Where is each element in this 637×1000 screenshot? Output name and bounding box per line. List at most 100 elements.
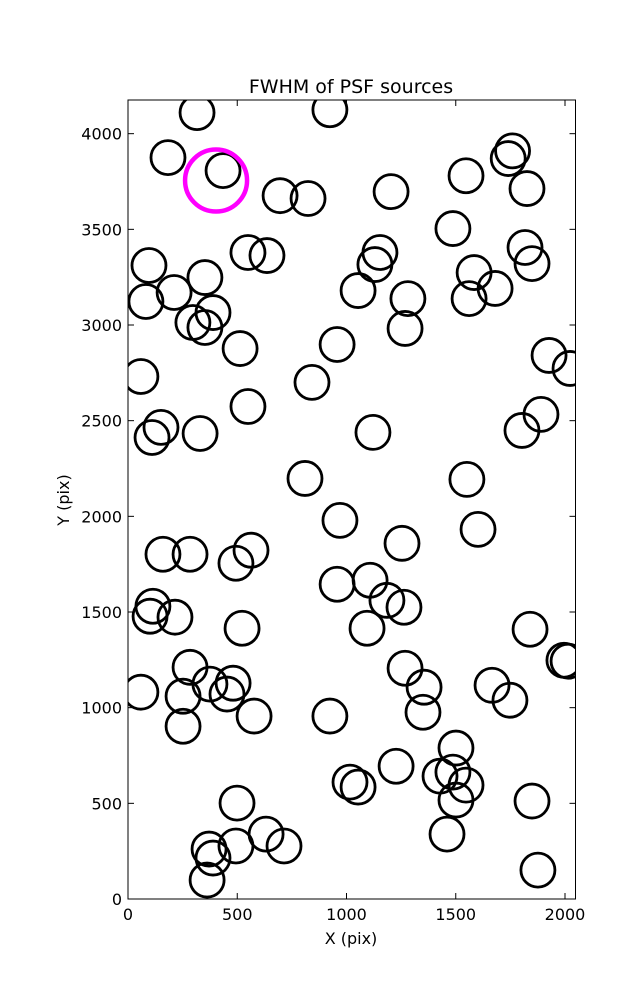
source-marker bbox=[286, 460, 324, 497]
source-marker bbox=[204, 152, 242, 190]
source-marker bbox=[549, 642, 576, 680]
source-marker bbox=[331, 763, 369, 801]
source-marker bbox=[293, 364, 331, 401]
y-tick-label: 2500 bbox=[81, 412, 122, 431]
source-marker bbox=[447, 157, 485, 195]
source-marker bbox=[450, 280, 488, 318]
source-marker bbox=[265, 827, 303, 865]
source-marker bbox=[437, 781, 475, 819]
source-marker bbox=[503, 412, 541, 449]
source-marker bbox=[178, 100, 216, 132]
source-marker bbox=[133, 419, 171, 456]
source-marker bbox=[149, 139, 187, 176]
y-tick-label: 4000 bbox=[81, 125, 122, 144]
y-tick-label: 1000 bbox=[81, 699, 122, 718]
source-marker bbox=[311, 697, 349, 735]
source-marker bbox=[386, 649, 424, 687]
x-tick-label: 500 bbox=[222, 905, 253, 924]
source-marker bbox=[383, 524, 421, 562]
source-marker bbox=[339, 768, 377, 806]
source-marker bbox=[229, 234, 267, 271]
source-marker bbox=[128, 358, 160, 395]
source-marker bbox=[181, 415, 219, 452]
source-marker bbox=[208, 675, 246, 713]
source-marker bbox=[428, 815, 466, 853]
source-marker bbox=[448, 461, 486, 498]
source-marker bbox=[506, 229, 544, 266]
source-marker bbox=[385, 588, 423, 626]
source-marker bbox=[223, 609, 261, 647]
plot-area bbox=[128, 100, 576, 899]
source-marker bbox=[191, 665, 229, 703]
source-marker bbox=[311, 100, 349, 129]
source-marker bbox=[128, 673, 160, 711]
source-marker bbox=[171, 535, 209, 573]
source-marker bbox=[356, 246, 394, 283]
source-marker bbox=[339, 272, 377, 309]
source-marker bbox=[182, 147, 250, 214]
source-marker bbox=[194, 294, 232, 331]
source-marker bbox=[476, 270, 514, 307]
source-marker bbox=[530, 337, 568, 374]
source-marker bbox=[156, 598, 194, 636]
source-marker bbox=[194, 839, 232, 877]
source-marker bbox=[235, 697, 273, 735]
source-marker bbox=[508, 170, 546, 207]
y-tick-label: 3500 bbox=[81, 220, 122, 239]
source-marker bbox=[437, 729, 475, 767]
source-marker bbox=[142, 408, 180, 446]
source-marker bbox=[491, 681, 529, 719]
source-marker bbox=[144, 535, 182, 573]
source-marker bbox=[489, 140, 527, 177]
source-marker bbox=[434, 210, 472, 247]
source-marker bbox=[214, 664, 252, 702]
x-tick-label: 2000 bbox=[545, 905, 586, 924]
source-marker bbox=[551, 350, 576, 387]
source-marker bbox=[405, 668, 443, 706]
source-marker bbox=[513, 782, 551, 820]
source-marker bbox=[289, 180, 327, 217]
source-marker bbox=[318, 565, 356, 603]
source-marker bbox=[128, 283, 165, 320]
source-marker bbox=[372, 173, 410, 211]
source-marker bbox=[494, 132, 531, 170]
source-marker bbox=[377, 747, 415, 785]
y-tick-label: 3000 bbox=[81, 316, 122, 335]
source-marker bbox=[186, 259, 224, 296]
source-marker bbox=[218, 784, 256, 822]
source-marker bbox=[513, 245, 551, 282]
source-marker bbox=[217, 827, 255, 865]
plot-frame bbox=[127, 99, 576, 900]
source-marker bbox=[130, 247, 168, 284]
source-marker bbox=[459, 510, 497, 548]
source-marker bbox=[404, 693, 442, 731]
y-axis-label: Y (pix) bbox=[54, 474, 73, 526]
source-marker bbox=[131, 597, 169, 635]
source-marker bbox=[351, 561, 389, 599]
y-tick-label: 0 bbox=[112, 890, 122, 909]
source-marker bbox=[386, 310, 424, 347]
y-tick-label: 500 bbox=[91, 794, 122, 813]
source-marker bbox=[348, 609, 386, 647]
source-marker bbox=[164, 677, 202, 715]
x-axis-label: X (pix) bbox=[325, 929, 378, 948]
source-marker bbox=[511, 610, 549, 648]
source-marker bbox=[321, 501, 359, 539]
source-marker bbox=[164, 707, 202, 745]
source-marker bbox=[232, 531, 270, 569]
source-marker bbox=[188, 861, 226, 899]
source-marker bbox=[261, 177, 299, 215]
source-marker bbox=[354, 413, 392, 451]
source-marker bbox=[248, 237, 286, 274]
source-marker bbox=[217, 544, 255, 582]
x-tick-label: 0 bbox=[123, 905, 133, 924]
source-marker bbox=[229, 388, 267, 425]
source-marker bbox=[368, 581, 406, 619]
chart-title: FWHM of PSF sources bbox=[249, 76, 453, 98]
source-marker bbox=[221, 330, 259, 367]
x-tick-label: 1000 bbox=[326, 905, 367, 924]
source-marker bbox=[389, 280, 427, 318]
x-tick-label: 1500 bbox=[435, 905, 476, 924]
source-marker bbox=[519, 851, 557, 889]
